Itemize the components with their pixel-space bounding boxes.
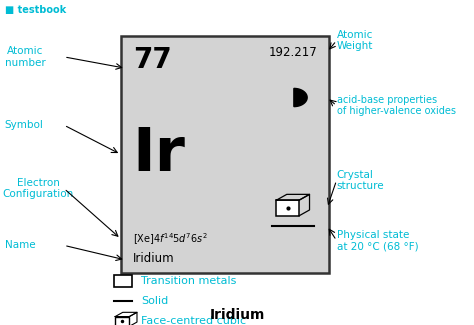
Text: 77: 77 (133, 46, 172, 73)
Text: Transition metals: Transition metals (141, 276, 237, 286)
Text: Atomic
Weight: Atomic Weight (337, 30, 373, 51)
Text: $[\mathrm{Xe}]4f^{14}5d^{7}6s^{2}$: $[\mathrm{Xe}]4f^{14}5d^{7}6s^{2}$ (133, 231, 208, 247)
Text: Atomic
number: Atomic number (5, 46, 46, 68)
Text: ■ testbook: ■ testbook (5, 5, 66, 15)
Text: Physical state
at 20 °C (68 °F): Physical state at 20 °C (68 °F) (337, 230, 418, 251)
Text: Electron
Configuration: Electron Configuration (2, 178, 73, 199)
Text: Symbol: Symbol (5, 120, 44, 130)
Text: Name: Name (5, 240, 36, 250)
Bar (114, 275, 132, 287)
Text: Ir: Ir (133, 125, 186, 184)
Bar (276, 200, 299, 216)
Text: Face-centred cubic: Face-centred cubic (141, 317, 246, 325)
Polygon shape (294, 88, 307, 107)
Bar (115, 317, 129, 325)
Text: Iridium: Iridium (133, 252, 174, 265)
Text: 192.217: 192.217 (269, 46, 318, 58)
Text: Crystal
structure: Crystal structure (337, 170, 384, 191)
Text: acid-base properties
of higher-valence oxides: acid-base properties of higher-valence o… (337, 95, 456, 116)
Text: Solid: Solid (141, 296, 168, 306)
Bar (121, 36, 329, 273)
Text: Iridium: Iridium (210, 308, 264, 322)
